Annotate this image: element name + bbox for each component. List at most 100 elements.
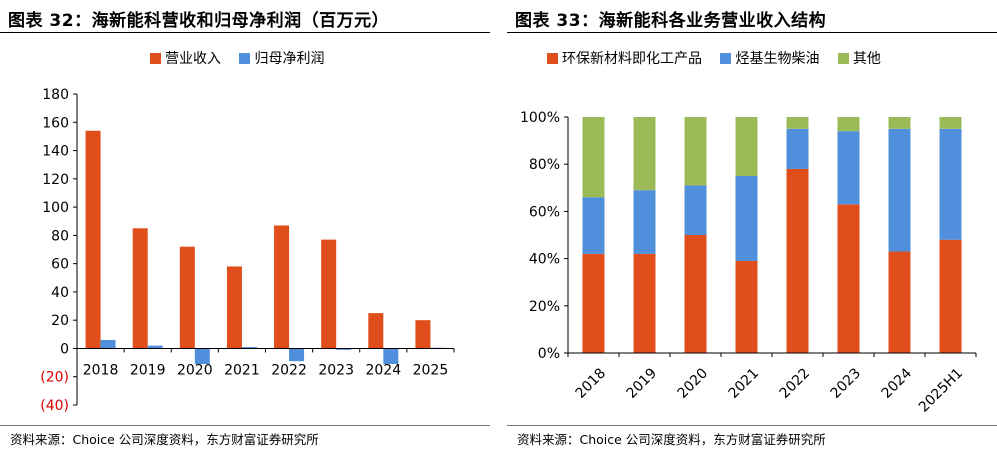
- y-tick-label: 80: [51, 228, 69, 244]
- bar-segment-other: [837, 117, 860, 132]
- legend-label: 环保新材料即化工产品: [562, 51, 702, 67]
- bar-segment-biodiesel: [786, 128, 809, 169]
- bar-segment-other: [633, 117, 656, 191]
- legend-label: 烃基生物柴油: [735, 51, 820, 67]
- y-tick-label: 20%: [529, 299, 560, 315]
- bar-segment-other: [939, 117, 962, 129]
- title-divider: [507, 32, 997, 33]
- bar-segment-biodiesel: [939, 128, 962, 240]
- bar-segment-biodiesel: [633, 190, 656, 254]
- y-tick-label: 100%: [520, 110, 560, 126]
- bar-segment-other: [684, 117, 707, 186]
- bar-segment-biodiesel: [837, 131, 860, 205]
- bar-revenue: [321, 239, 337, 349]
- business-structure-chart: 0% 20% 40% 60% 80% 100% 2018 2019 2020 2021 2022 20…: [520, 110, 977, 416]
- bar-segment-materials: [888, 251, 911, 353]
- x-tick-label: 2024: [365, 362, 401, 378]
- legend-item-materials: 环保新材料即化工产品: [547, 48, 702, 68]
- legend-label: 其他: [852, 51, 881, 67]
- source-note: 资料来源：Choice 公司深度资料，东方财富证券研究所: [517, 432, 826, 447]
- y-tick-label: 80%: [529, 157, 560, 173]
- bar-revenue: [179, 246, 195, 349]
- legend-item-revenue: 营业收入: [150, 48, 221, 68]
- y-tick-label: 60%: [529, 204, 560, 220]
- y-tick-label: 40%: [529, 252, 560, 268]
- y-tick-label: 0: [60, 341, 69, 357]
- legend-item-biodiesel: 烃基生物柴油: [720, 48, 819, 68]
- bar-segment-other: [888, 117, 911, 129]
- panel-revenue-profit: 图表 32：海新能科营收和归母净利润（百万元） 营业收入 归母净利润 (40) (…: [0, 0, 490, 451]
- y-tick-label: 100: [42, 200, 69, 216]
- bar-segment-other: [582, 117, 605, 198]
- y-tick-label: 180: [42, 87, 69, 103]
- bar-segment-biodiesel: [735, 176, 758, 261]
- bar-revenue: [85, 130, 101, 349]
- revenue-profit-chart: (40) (20) 0 20 40 60 80 100 120 140 160 180 2018 2019…: [40, 87, 455, 414]
- y-tick-label: 160: [42, 115, 69, 131]
- y-tick-label: 60: [51, 257, 69, 273]
- x-tick-label: 2021: [224, 362, 260, 378]
- x-tick-label: 2021: [726, 365, 763, 402]
- x-tick-label: 2023: [828, 365, 865, 402]
- bar-revenue: [226, 266, 242, 349]
- legend-item-other: 其他: [837, 48, 881, 68]
- bar-segment-materials: [684, 235, 707, 353]
- y-tick-label: 140: [42, 144, 69, 160]
- bar-segment-materials: [939, 239, 962, 353]
- x-tick-label: 2025: [413, 362, 449, 378]
- legend-swatch: [720, 53, 732, 64]
- panel-business-structure: 图表 33：海新能科各业务营业收入结构 环保新材料即化工产品 烃基生物柴油 其他…: [507, 0, 997, 451]
- x-tick-label: 2024: [879, 365, 916, 402]
- x-tick-label: 2025H1: [916, 365, 966, 415]
- x-tick-label: 2022: [777, 365, 814, 402]
- bar-net-profit: [383, 348, 399, 365]
- x-tick-label: 2018: [83, 362, 119, 378]
- figure-title: 图表 32：海新能科营收和归母净利润（百万元）: [8, 11, 390, 31]
- source-divider: [507, 425, 997, 426]
- bar-revenue: [132, 228, 148, 349]
- source-note: 资料来源：Choice 公司深度资料，东方财富证券研究所: [10, 432, 319, 447]
- x-tick-label: 2020: [675, 365, 712, 402]
- x-tick-label: 2018: [573, 365, 610, 402]
- bar-segment-biodiesel: [888, 128, 911, 252]
- legend-swatch: [547, 53, 558, 64]
- legend-label: 营业收入: [165, 51, 221, 67]
- bar-segment-materials: [633, 253, 656, 353]
- x-tick-label: 2022: [271, 362, 307, 378]
- bar-segment-other: [735, 117, 758, 176]
- bar-net-profit: [336, 348, 352, 350]
- title-divider: [0, 32, 490, 33]
- x-tick-label: 2019: [624, 365, 661, 402]
- y-tick-label: (40): [40, 398, 69, 414]
- y-tick-label: (20): [40, 370, 69, 386]
- bar-segment-materials: [582, 253, 605, 353]
- bar-segment-biodiesel: [684, 185, 707, 235]
- bar-net-profit: [289, 348, 305, 362]
- bar-segment-materials: [837, 204, 860, 353]
- chart-legend: 营业收入 归母净利润: [150, 48, 338, 68]
- legend-swatch: [239, 53, 251, 64]
- legend-item-net-profit: 归母净利润: [239, 48, 324, 68]
- bar-segment-materials: [735, 260, 758, 353]
- y-tick-label: 40: [51, 285, 69, 301]
- x-tick-label: 2020: [177, 362, 213, 378]
- y-tick-label: 120: [42, 172, 69, 188]
- legend-swatch: [837, 53, 849, 64]
- y-tick-label: 20: [51, 313, 69, 329]
- source-divider: [0, 425, 490, 426]
- bar-revenue: [274, 225, 290, 349]
- y-tick-label: 0%: [538, 346, 560, 362]
- bar-segment-materials: [786, 168, 809, 353]
- bar-segment-biodiesel: [582, 197, 605, 254]
- figure-title: 图表 33：海新能科各业务营业收入结构: [515, 11, 827, 31]
- legend-label: 归母净利润: [254, 51, 325, 67]
- bar-net-profit: [194, 348, 210, 365]
- legend-swatch: [150, 53, 161, 64]
- bar-net-profit: [147, 345, 163, 349]
- bar-net-profit: [241, 347, 257, 349]
- x-tick-label: 2023: [318, 362, 354, 378]
- bar-revenue: [415, 320, 431, 349]
- bar-segment-other: [786, 117, 809, 129]
- bar-revenue: [368, 313, 384, 349]
- bar-net-profit: [100, 339, 116, 349]
